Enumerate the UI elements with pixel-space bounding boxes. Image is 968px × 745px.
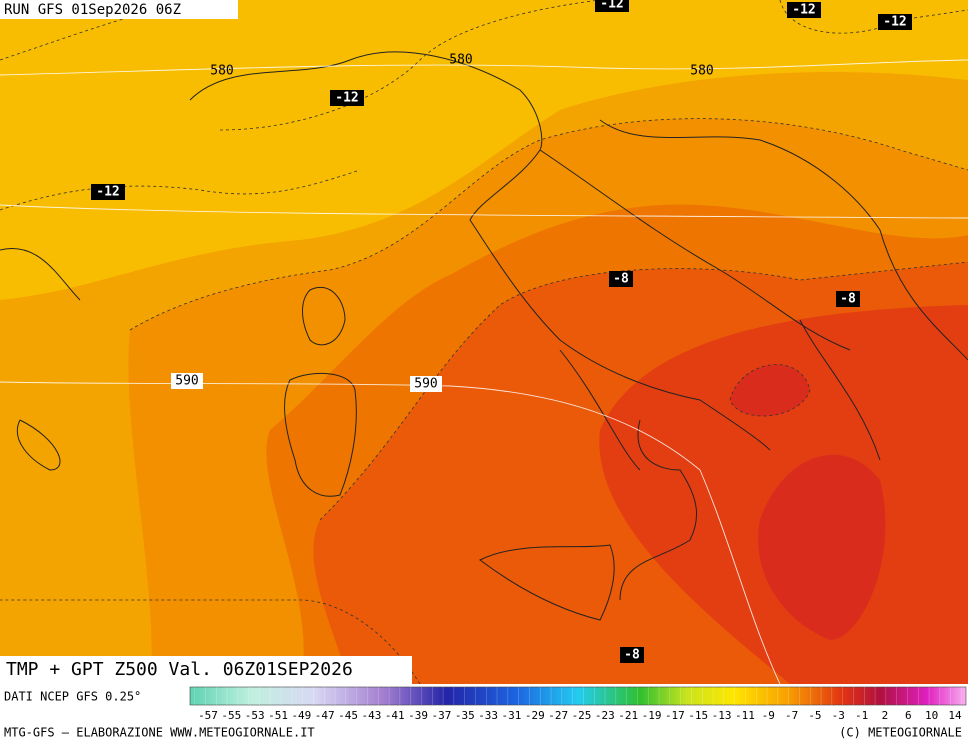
contour-label: 580 — [210, 64, 233, 79]
run-title: RUN GFS 01Sep2026 06Z — [4, 2, 181, 18]
colorbar-label: -27 — [548, 709, 568, 722]
contour-label: -12 — [792, 3, 815, 18]
contour-label: -12 — [335, 91, 358, 106]
contour-label: -12 — [96, 185, 119, 200]
colorbar-label: -15 — [688, 709, 708, 722]
colorbar-label: -25 — [572, 709, 592, 722]
contour-label: -8 — [840, 292, 856, 307]
contour-label: 590 — [414, 377, 437, 392]
label-box — [609, 271, 633, 287]
colorbar-label: 14 — [948, 709, 962, 722]
contour-label: 580 — [690, 64, 713, 79]
contour-label: 580 — [449, 53, 472, 68]
colorbar-label: -51 — [268, 709, 288, 722]
colorbar-label: -9 — [762, 709, 775, 722]
colorbar-label: -23 — [595, 709, 615, 722]
colorbar-label: -45 — [338, 709, 358, 722]
colorbar-labels: -57 -55 -53 -51 -49 -47 -45 -43 -41 -39 -37 -35 -33-… — [198, 709, 962, 722]
colorbar-label: -19 — [642, 709, 662, 722]
contour-labels: -12 -12 -12 580 580 580 -12 -12 -8 -8 59… — [91, 0, 912, 663]
colorbar-label: -49 — [291, 709, 311, 722]
colorbar-swatches — [190, 687, 966, 705]
colorbar-label: 6 — [905, 709, 912, 722]
colorbar-label: -53 — [245, 709, 265, 722]
label-box — [595, 0, 629, 12]
header-box — [0, 0, 238, 19]
label-box — [91, 184, 125, 200]
colorbar-label: -5 — [808, 709, 821, 722]
colorbar-label: -43 — [361, 709, 381, 722]
colorbar-label: -1 — [855, 709, 868, 722]
colorbar-label: -33 — [478, 709, 498, 722]
colorbar-label: -39 — [408, 709, 428, 722]
label-box — [620, 647, 644, 663]
contour-label: -12 — [600, 0, 623, 12]
label-box — [878, 14, 912, 30]
colorbar-label: -11 — [735, 709, 755, 722]
label-box — [836, 291, 860, 307]
colorbar-label: -35 — [455, 709, 475, 722]
colorbar-label: -3 — [832, 709, 845, 722]
contour-label: -12 — [883, 15, 906, 30]
colorbar-label: 10 — [925, 709, 938, 722]
label-box — [410, 376, 442, 392]
colorbar-label: 2 — [882, 709, 889, 722]
contour-label: -8 — [624, 648, 640, 663]
colorbar-label: -41 — [385, 709, 405, 722]
caption-box — [0, 656, 412, 684]
colorbar-label: -37 — [432, 709, 452, 722]
colorbar-label: -17 — [665, 709, 685, 722]
contour-label: -8 — [613, 272, 629, 287]
colorbar-label: -21 — [618, 709, 638, 722]
colorbar-label: -57 — [198, 709, 218, 722]
label-box — [171, 373, 203, 389]
colorbar-label: -47 — [315, 709, 335, 722]
credit: MTG-GFS — ELABORAZIONE WWW.METEOGIORNALE… — [4, 726, 315, 740]
colorbar-label: -13 — [712, 709, 732, 722]
copyright: (C) METEOGIORNALE — [839, 726, 962, 740]
data-source: DATI NCEP GFS 0.25° — [4, 690, 141, 704]
colorbar-label: -55 — [221, 709, 241, 722]
colorbar-label: -31 — [502, 709, 522, 722]
contour-label: 590 — [175, 374, 198, 389]
temperature-field — [0, 0, 968, 685]
colorbar-label: -7 — [785, 709, 798, 722]
label-box — [787, 2, 821, 18]
label-box — [330, 90, 364, 106]
colorbar-label: -29 — [525, 709, 545, 722]
map-caption: TMP + GPT Z500 Val. 06Z01SEP2026 — [6, 659, 353, 680]
